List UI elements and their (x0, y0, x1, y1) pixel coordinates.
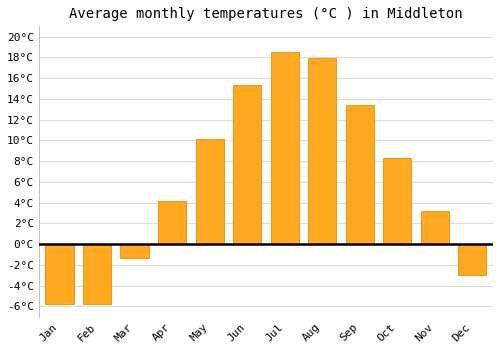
Bar (308, 58, 336, 244)
Title: Average monthly temperatures (°C ) in Middleton: Average monthly temperatures (°C ) in Mi… (69, 7, 462, 21)
Bar (83, 244, 111, 304)
Bar (458, 244, 486, 275)
Bar (270, 52, 299, 244)
Bar (233, 85, 261, 244)
Bar (383, 158, 412, 244)
Bar (158, 201, 186, 244)
Bar (46, 244, 74, 304)
Bar (196, 139, 224, 244)
Bar (421, 211, 449, 244)
Bar (346, 105, 374, 244)
Bar (120, 244, 148, 258)
